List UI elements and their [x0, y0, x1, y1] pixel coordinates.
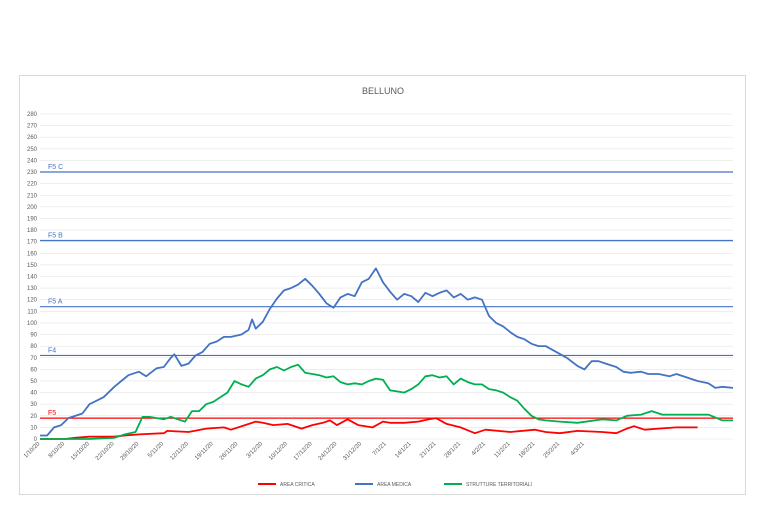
y-tick-label: 90 — [30, 333, 37, 339]
y-tick-label: 100 — [27, 321, 38, 327]
y-tick-label: 210 — [27, 193, 38, 199]
x-tick-label: 14/1/21 — [394, 441, 413, 460]
line-chart: BELLUNO F5 C F5 B F5 A F4 F5 0 10 20 30 40 50 60 70… — [23, 86, 734, 488]
series-line — [40, 417, 698, 440]
legend-label: AREA CRITICA — [280, 482, 315, 488]
y-tick-label: 50 — [30, 379, 37, 385]
chart-frame: BELLUNO F5 C F5 B F5 A F4 F5 0 10 20 30 40 50 60 70… — [19, 75, 746, 495]
x-tick-label: 22/10/20 — [95, 441, 116, 462]
x-tick-label: 10/12/20 — [268, 441, 289, 462]
y-tick-label: 200 — [27, 205, 38, 211]
x-tick-label: 11/2/21 — [494, 441, 513, 460]
threshold-label: F5 A — [48, 299, 63, 306]
y-axis-ticks: 0 10 20 30 40 50 60 70 80 90 100 110 120 130 140 150 160… — [27, 112, 38, 443]
x-tick-label: 29/10/20 — [120, 441, 141, 462]
x-tick-label: 18/2/21 — [518, 441, 537, 460]
x-tick-label: 5/11/20 — [147, 441, 166, 460]
y-tick-label: 240 — [27, 158, 38, 164]
legend-label: AREA MEDICA — [377, 482, 412, 488]
legend-label: STRUTTURE TERRITORIALI — [466, 482, 532, 488]
threshold-label: F5 B — [48, 233, 63, 240]
threshold-lines: F5 C F5 B F5 A F4 F5 — [40, 164, 733, 419]
x-tick-label: 3/12/20 — [246, 441, 265, 460]
x-tick-label: 19/11/20 — [194, 441, 215, 462]
series-lines — [40, 267, 734, 440]
x-tick-label: 21/1/21 — [419, 441, 438, 460]
x-tick-label: 1/10/20 — [23, 441, 42, 460]
x-tick-label: 12/11/20 — [169, 441, 190, 462]
x-tick-label: 31/12/20 — [342, 441, 363, 462]
y-tick-label: 220 — [27, 182, 38, 188]
x-tick-label: 24/12/20 — [318, 441, 339, 462]
y-tick-label: 40 — [30, 391, 37, 397]
y-tick-label: 120 — [27, 298, 38, 304]
y-tick-label: 130 — [27, 286, 38, 292]
y-tick-label: 60 — [30, 367, 37, 373]
x-tick-label: 4/2/21 — [471, 441, 488, 458]
y-tick-label: 230 — [27, 170, 38, 176]
y-tick-label: 70 — [30, 356, 37, 362]
y-tick-label: 280 — [27, 112, 38, 118]
x-tick-label: 28/1/21 — [444, 441, 463, 460]
x-tick-label: 7/1/21 — [372, 441, 389, 458]
y-tick-label: 80 — [30, 344, 37, 350]
y-tick-label: 270 — [27, 124, 38, 130]
chart-title: BELLUNO — [362, 86, 404, 96]
x-tick-label: 4/3/21 — [570, 441, 587, 458]
gridlines — [40, 113, 733, 440]
y-tick-label: 180 — [27, 228, 38, 234]
x-tick-label: 26/11/20 — [219, 441, 240, 462]
threshold-label: F5 — [48, 410, 56, 417]
y-tick-label: 30 — [30, 402, 37, 408]
x-tick-label: 17/12/20 — [293, 441, 314, 462]
series-line — [40, 363, 733, 440]
y-tick-label: 150 — [27, 263, 38, 269]
y-tick-label: 110 — [27, 309, 37, 315]
y-tick-label: 20 — [30, 414, 37, 420]
threshold-label: F5 C — [48, 164, 63, 171]
x-tick-label: 15/10/20 — [70, 441, 91, 462]
series-line — [40, 267, 734, 437]
y-tick-label: 250 — [27, 147, 38, 153]
y-tick-label: 0 — [34, 437, 38, 443]
y-tick-label: 10 — [30, 425, 37, 431]
y-tick-label: 140 — [27, 275, 38, 281]
legend: AREA CRITICA AREA MEDICA STRUTTURE TERRITO… — [258, 482, 532, 488]
x-tick-label: 25/2/21 — [543, 441, 562, 460]
y-tick-label: 190 — [27, 216, 38, 222]
x-axis-ticks: 1/10/20 8/10/20 15/10/20 22/10/20 29/10/20 5/… — [23, 441, 586, 462]
threshold-label: F4 — [48, 347, 56, 354]
x-tick-label: 8/10/20 — [48, 441, 67, 460]
y-tick-label: 160 — [27, 251, 38, 257]
y-tick-label: 170 — [27, 240, 38, 246]
y-tick-label: 260 — [27, 135, 38, 141]
